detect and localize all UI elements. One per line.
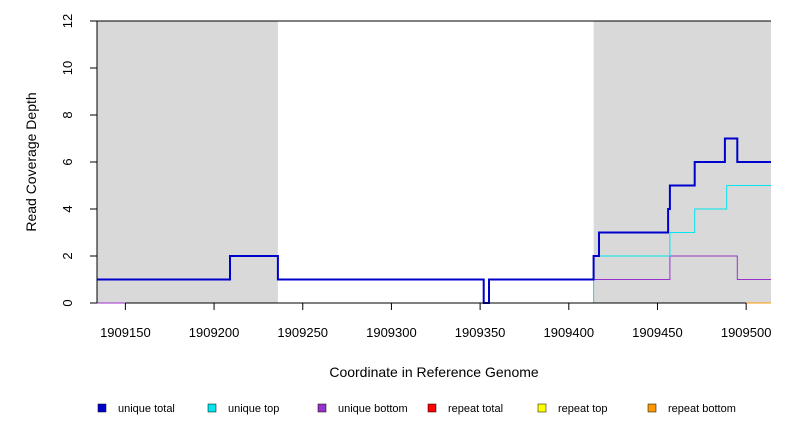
axes: 0 2 4 6 8 10 12 1909150 1909200 1909250 1909300 190… — [60, 14, 771, 340]
legend-swatch-repeat-top — [537, 403, 547, 413]
x-tick-label: 1909250 — [277, 325, 328, 340]
x-tick-label: 1909200 — [189, 325, 240, 340]
y-tick-label: 2 — [60, 252, 75, 259]
legend-label-repeat-bottom: repeat bottom — [668, 403, 736, 415]
legend-label-repeat-top: repeat top — [558, 403, 608, 415]
legend: unique total unique top unique bottom repea… — [97, 403, 736, 415]
legend-swatch-repeat-total — [427, 403, 437, 413]
x-tick-label: 1909500 — [721, 325, 772, 340]
x-axis-label: Coordinate in Reference Genome — [329, 364, 539, 380]
y-tick-label: 0 — [60, 299, 75, 306]
y-tick-label: 12 — [60, 14, 75, 28]
series-line-unique-total — [97, 137, 771, 304]
y-tick-label: 6 — [60, 158, 75, 165]
legend-label-unique-top: unique top — [228, 403, 279, 415]
x-tick-label: 1909450 — [632, 325, 683, 340]
x-tick-label: 1909350 — [455, 325, 506, 340]
y-tick-label: 8 — [60, 111, 75, 118]
x-tick-label: 1909300 — [366, 325, 417, 340]
legend-label-repeat-total: repeat total — [448, 403, 503, 415]
legend-label-unique-total: unique total — [118, 403, 175, 415]
y-tick-label: 4 — [60, 205, 75, 212]
x-tick-label: 1909400 — [543, 325, 594, 340]
legend-swatch-unique-bottom — [317, 403, 327, 413]
y-tick-label: 10 — [60, 61, 75, 75]
legend-swatch-unique-total — [97, 403, 107, 413]
x-tick-label: 1909150 — [100, 325, 151, 340]
legend-swatch-repeat-bottom — [647, 403, 657, 413]
y-axis-label: Read Coverage Depth — [23, 92, 39, 231]
shaded-region-1 — [97, 21, 278, 303]
legend-label-unique-bottom: unique bottom — [338, 403, 408, 415]
legend-swatch-unique-top — [207, 403, 217, 413]
